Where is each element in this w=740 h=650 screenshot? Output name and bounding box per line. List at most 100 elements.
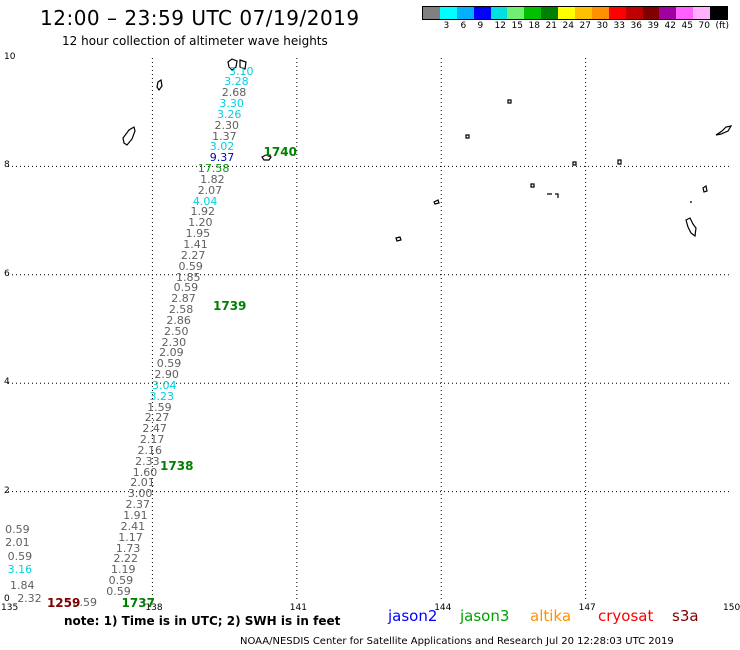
y-tick-label: 4 bbox=[4, 377, 10, 388]
scale-swatch bbox=[625, 7, 643, 19]
wave-height-label: 2.01 bbox=[130, 476, 155, 490]
scale-swatch bbox=[490, 7, 508, 19]
scale-swatch bbox=[591, 7, 609, 19]
wave-height-label: 3.16 bbox=[7, 563, 33, 577]
mission-s3a: s3a bbox=[672, 607, 699, 625]
wave-height-label: 0.59 bbox=[108, 574, 134, 588]
wave-height-label: 2.47 bbox=[142, 422, 167, 436]
scale-swatch bbox=[693, 7, 711, 19]
island-h bbox=[433, 199, 440, 205]
wave-height-label: 4.04 bbox=[192, 194, 218, 208]
x-tick-label: 141 bbox=[289, 603, 307, 613]
wave-height-label: 2.41 bbox=[120, 519, 146, 533]
wave-height-label: 0.59 bbox=[72, 595, 98, 609]
y-tick-label: 10 bbox=[4, 52, 16, 62]
wave-height-label: 3.04 bbox=[151, 378, 177, 392]
mission-jason2: jason2 bbox=[388, 607, 438, 625]
scale-label: 30 bbox=[596, 21, 608, 31]
color-scale-bar bbox=[422, 6, 728, 20]
wave-height-label: 3.02 bbox=[209, 140, 235, 154]
island-c bbox=[465, 134, 470, 139]
coastline bbox=[122, 58, 733, 242]
island-e bbox=[617, 159, 622, 165]
scale-swatch bbox=[659, 7, 677, 19]
wave-height-label: 0.59 bbox=[7, 549, 33, 563]
wave-height-label: 2.27 bbox=[144, 411, 170, 425]
scale-label: 24 bbox=[562, 21, 574, 31]
island-yap bbox=[227, 58, 247, 71]
wave-height-label: 2.01 bbox=[5, 536, 30, 550]
scale-label: (ft) bbox=[715, 21, 730, 31]
island-j bbox=[702, 185, 708, 193]
wave-height-label: 2.32 bbox=[17, 591, 42, 605]
scale-swatch bbox=[541, 7, 559, 19]
note-text: note: 1) Time is in UTC; 2) SWH is in fe… bbox=[64, 614, 341, 628]
scale-swatch bbox=[558, 7, 576, 19]
scale-swatch bbox=[524, 7, 542, 19]
wave-height-label: 3.23 bbox=[149, 389, 175, 403]
wave-height-label: 3.26 bbox=[216, 107, 242, 121]
wave-height-label: 2.33 bbox=[135, 454, 160, 468]
y-tick-label: 2 bbox=[4, 485, 10, 496]
pass-time-label: 1740 bbox=[263, 144, 297, 159]
wave-height-label: 1.41 bbox=[183, 237, 208, 251]
wave-height-label: 2.58 bbox=[168, 303, 194, 317]
wave-height-label: 0.59 bbox=[178, 259, 203, 273]
scale-label: 27 bbox=[579, 21, 591, 31]
wave-height-label: 2.17 bbox=[139, 433, 165, 447]
wave-height-label: 2.07 bbox=[197, 183, 223, 197]
pass-time-label: 1259 bbox=[46, 596, 81, 611]
scale-swatch bbox=[608, 7, 626, 19]
scale-swatch bbox=[642, 7, 660, 19]
island-d bbox=[572, 161, 577, 166]
wave-height-label: 2.37 bbox=[125, 498, 150, 512]
chart-subtitle: 12 hour collection of altimeter wave hei… bbox=[62, 34, 328, 48]
wave-height-label: 1.95 bbox=[185, 227, 211, 241]
island-i bbox=[395, 236, 402, 242]
pass-time-label: 1739 bbox=[213, 299, 247, 314]
wave-height-label: 1.73 bbox=[115, 541, 141, 555]
island-ngulu bbox=[156, 78, 163, 92]
island-f bbox=[530, 183, 535, 188]
map-grid bbox=[8, 58, 730, 600]
pass-time-label: 1738 bbox=[160, 459, 194, 474]
color-scale-labels: 3 6 9 12 15 18 21 24 27 30 33 36 39 42 45 70 (ft) bbox=[422, 21, 732, 35]
y-tick-label: 8 bbox=[4, 160, 10, 171]
island-g bbox=[547, 193, 559, 198]
wave-height-label: 2.50 bbox=[164, 324, 189, 338]
wave-height-label: 2.16 bbox=[137, 443, 163, 457]
wave-height-label: 2.30 bbox=[161, 335, 187, 349]
scale-label: 42 bbox=[664, 21, 676, 31]
wave-height-label: 1.60 bbox=[132, 465, 158, 479]
wave-height-label: 17.58 bbox=[197, 162, 230, 176]
x-tick-label: 135 bbox=[1, 603, 19, 613]
scale-label: 3 bbox=[443, 21, 450, 31]
island-a bbox=[261, 154, 272, 161]
y-tick-label: 0 bbox=[4, 594, 10, 604]
mission-altika: altika bbox=[530, 607, 572, 625]
wave-height-label: 3.30 bbox=[219, 97, 244, 111]
x-tick-label: 144 bbox=[434, 603, 452, 613]
scale-label: 9 bbox=[477, 21, 484, 31]
wave-height-label: 3.10 bbox=[228, 64, 254, 78]
scale-swatch bbox=[456, 7, 474, 19]
island-l bbox=[715, 125, 733, 136]
island-b bbox=[507, 99, 512, 104]
scale-label: 33 bbox=[613, 21, 625, 31]
chart-title: 12:00 – 23:59 UTC 07/19/2019 bbox=[40, 6, 360, 30]
scale-swatch bbox=[507, 7, 525, 19]
scale-label: 36 bbox=[630, 21, 642, 31]
wave-height-label: 1.20 bbox=[188, 216, 213, 230]
island-k bbox=[685, 201, 697, 238]
wave-height-label: 1.85 bbox=[176, 270, 201, 284]
scale-swatch bbox=[439, 7, 457, 19]
wave-height-label: 1.92 bbox=[190, 205, 215, 219]
scale-label: 6 bbox=[460, 21, 467, 31]
scale-label: 39 bbox=[647, 21, 659, 31]
scale-label: 18 bbox=[528, 21, 540, 31]
scale-label: 45 bbox=[681, 21, 693, 31]
wave-height-label: 3.00 bbox=[127, 487, 153, 501]
mission-jason3: jason3 bbox=[460, 607, 510, 625]
wave-height-label: 1.84 bbox=[9, 579, 35, 593]
